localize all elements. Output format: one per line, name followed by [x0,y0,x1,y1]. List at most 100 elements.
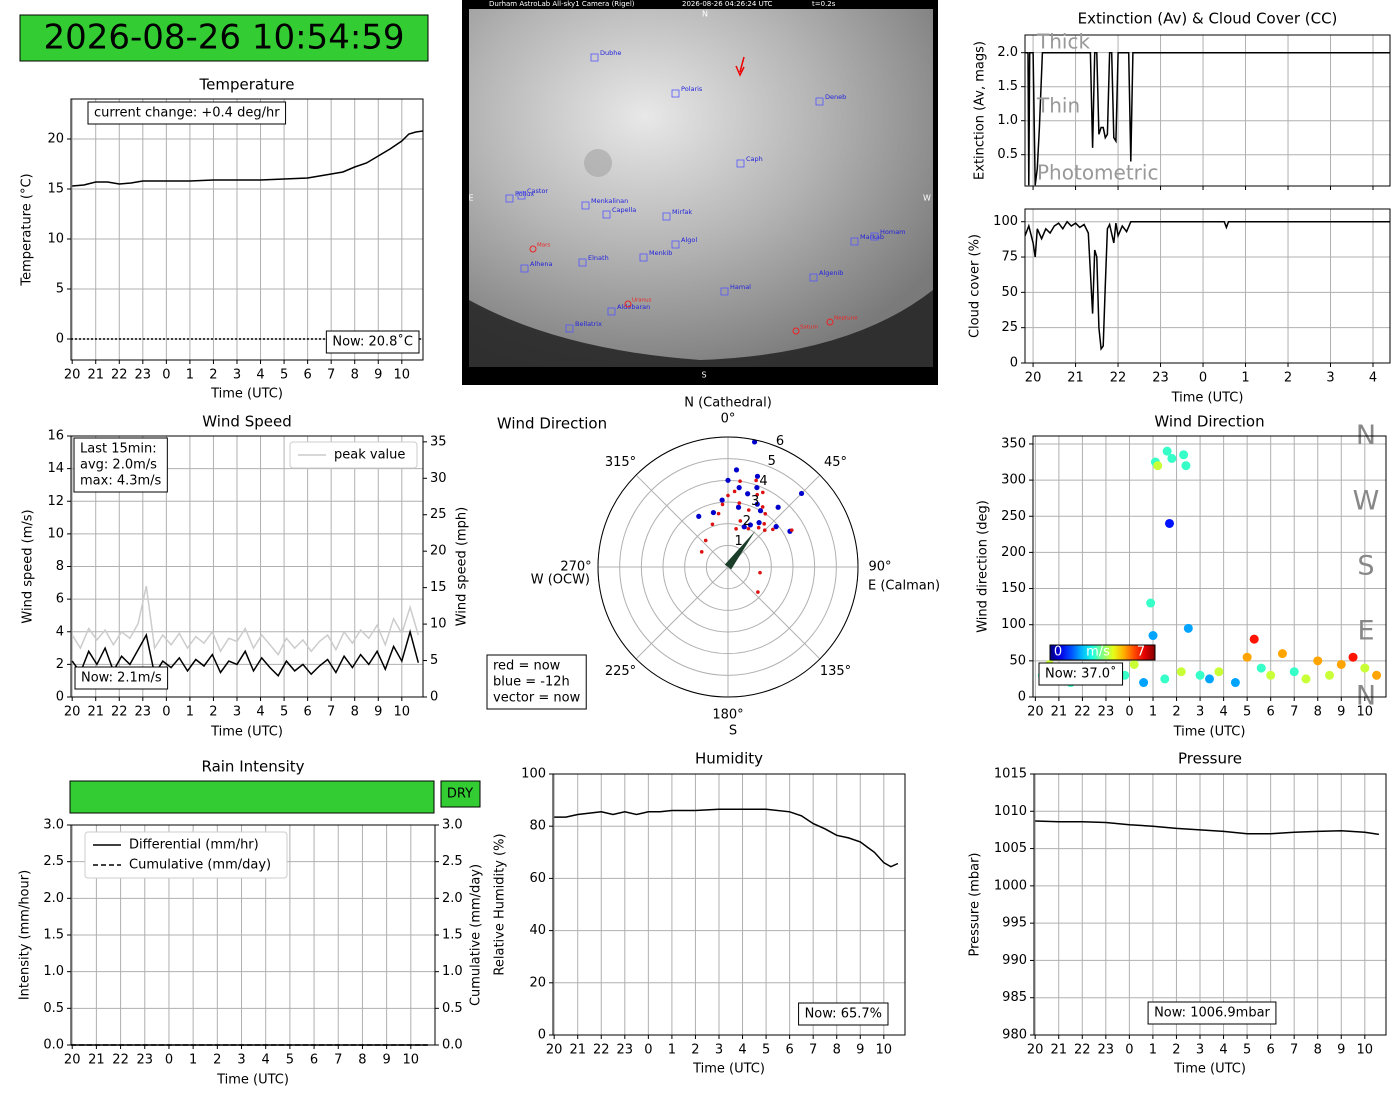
polar-point [746,508,751,512]
series-line [71,628,420,678]
x-tick-label: 9 [382,1053,390,1068]
direction-label: E (Calman) [868,579,940,594]
x-axis-label: Time (UTC) [1173,725,1246,740]
x-axis-label: Time (UTC) [216,1073,289,1088]
annotation-box [73,437,168,493]
legend-label: peak value [334,448,405,463]
x-tick-label: 22 [1074,1043,1091,1058]
x-tick-label: 22 [111,368,128,383]
x-tick-label: 23 [135,368,152,383]
polar-point [798,490,805,497]
point [1153,461,1163,471]
y2-tick-label: 0.5 [442,1001,463,1016]
star-marker [639,253,648,262]
planet-marker [792,327,800,335]
point [1277,649,1287,659]
annotation-box [1147,1001,1277,1025]
polar-point [710,522,715,527]
polar-point [710,509,717,516]
x-tick-label: 0 [1199,371,1207,386]
planet-marker [624,300,632,308]
chart-title: Extinction (Av) & Cloud Cover (CC) [1078,10,1338,28]
series-line [1024,220,1390,351]
x-tick-label: 6 [785,1043,793,1058]
polar-point [773,524,779,530]
theta-tick-label: 225° [605,664,636,679]
polar-point [757,508,764,514]
plot-frame [70,824,436,1046]
clock: 2026-08-26 10:54:59 [43,18,404,58]
point [1313,656,1323,666]
planet-marker [826,318,834,326]
x-tick-label: 1 [668,1043,676,1058]
x-tick-label: 20 [546,1043,563,1058]
x-tick-label: 22 [1110,371,1127,386]
r-tick-label: 4 [759,474,767,489]
y-tick-label: 5 [56,282,64,297]
y-axis-label: Relative Humidity (%) [493,833,508,975]
star-label: Bellatrix [575,320,602,328]
star-label: Hamal [730,283,751,291]
x-tick-label: 20 [1027,705,1044,720]
x-tick-label: 6 [1267,705,1275,720]
x-tick-label: 23 [1098,705,1115,720]
polar-point [754,473,761,479]
annotation: current change: +0.4 deg/hr [94,106,280,121]
camera-header: Durham AstroLab All-sky1 Camera (Rigel) [489,0,635,8]
x-tick-label: 10 [394,705,411,720]
star-marker [565,324,574,333]
x-tick-label: 22 [1074,705,1091,720]
star-marker [870,232,879,241]
star-label: Menkib [649,249,672,257]
polar-spoke [727,474,821,568]
annotation: Now: 1006.9mbar [1154,1006,1270,1021]
polar-point [732,489,737,494]
series-line [1025,51,1390,186]
x-tick-label: 20 [1027,1043,1044,1058]
y-tick-label: 10 [47,526,64,541]
y-tick-label: 50 [1009,653,1026,668]
x-tick-label: 2 [213,1053,221,1068]
y-tick-label: 1015 [994,767,1027,782]
polar-point [726,493,730,498]
x-tick-label: 4 [256,705,264,720]
x-tick-label: 23 [135,705,152,720]
x-axis-label: Time (UTC) [1171,391,1244,406]
horizon [469,290,933,367]
direction-label: W (OCW) [531,573,590,588]
x-tick-label: 1 [186,368,194,383]
theta-tick-label: 315° [605,455,636,470]
x-tick-label: 8 [833,1043,841,1058]
polar-point [755,492,760,497]
camera-compass: N [702,10,708,19]
point [1146,598,1156,608]
x-tick-label: 10 [876,1043,893,1058]
y-tick-label: 60 [529,871,546,886]
polar-point [762,528,767,533]
x-tick-label: 6 [1266,1043,1274,1058]
y2-tick-label: 2.0 [442,891,463,906]
y-tick-label: 0.5 [43,1001,64,1016]
x-tick-label: 5 [286,1053,294,1068]
x-tick-label: 21 [88,1053,105,1068]
y-tick-label: 2.5 [43,854,64,869]
y2-tick-label: 1.0 [442,964,463,979]
planet-label: Neptune [834,316,858,322]
point [1242,652,1252,662]
annotation-box [87,101,287,125]
x-tick-label: 21 [1051,705,1068,720]
y-tick-label: 0.5 [997,147,1018,162]
y2-tick-label: 3.0 [442,818,463,833]
band-label: Thin [1036,94,1080,118]
polar-point [756,590,760,594]
y-axis-label: Wind speed (m/s) [21,509,36,623]
y-tick-label: 300 [1001,473,1026,488]
x-axis-label: Time (UTC) [692,1062,765,1077]
polar-point [746,526,751,531]
y-axis-label: Wind direction (deg) [976,500,991,633]
star-label: Alhena [530,260,552,268]
camera-compass: S [701,371,706,380]
colorbar [1049,644,1156,661]
annotation: vector = now [493,691,581,706]
